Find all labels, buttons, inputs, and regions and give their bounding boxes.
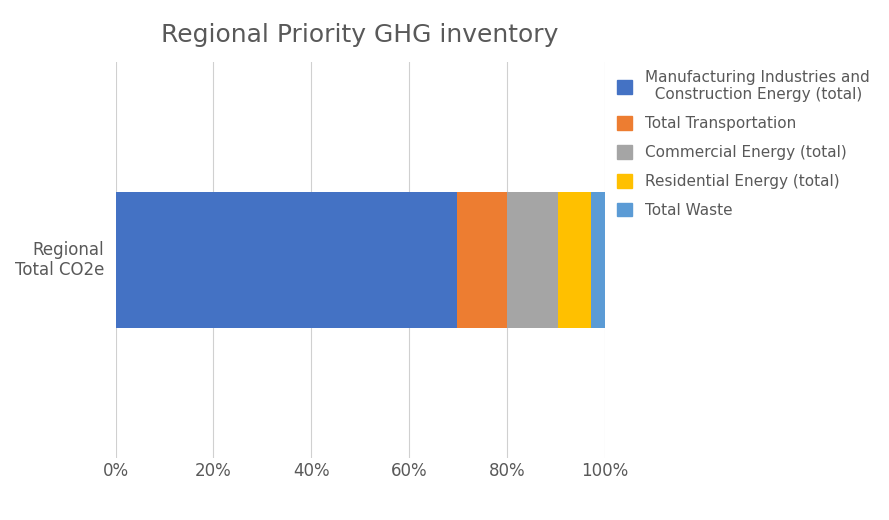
- Title: Regional Priority GHG inventory: Regional Priority GHG inventory: [162, 22, 558, 47]
- Bar: [557, 192, 591, 328]
- Bar: [457, 192, 508, 328]
- Legend: Manufacturing Industries and
  Construction Energy (total), Total Transportation: Manufacturing Industries and Constructio…: [617, 70, 869, 218]
- Bar: [591, 192, 605, 328]
- Bar: [116, 192, 457, 328]
- Bar: [508, 192, 557, 328]
